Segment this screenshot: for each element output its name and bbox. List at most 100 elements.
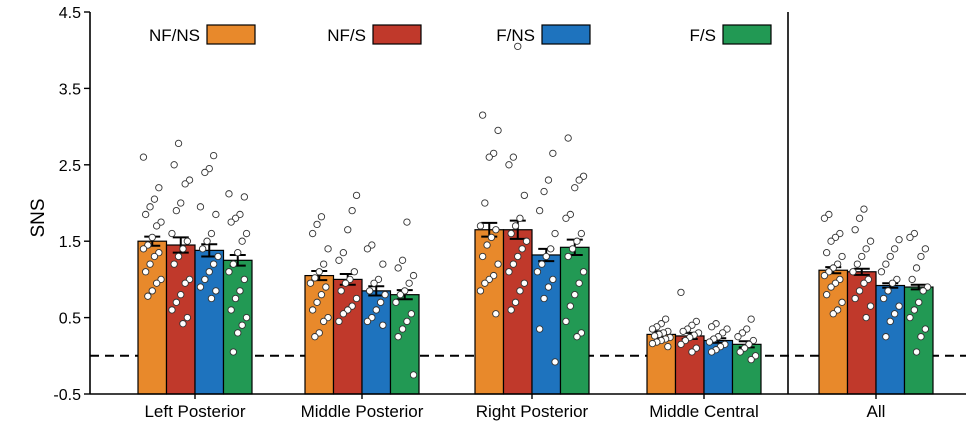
point-3-1-12 (409, 371, 418, 379)
bar-1-0 (165, 244, 196, 395)
point-2-2-2 (540, 187, 548, 196)
point-2-4-11 (886, 317, 894, 326)
data-points (139, 42, 932, 379)
point-0-2-9 (478, 252, 487, 261)
legend-entry-3: F/S (690, 24, 772, 45)
point-3-0-11 (236, 287, 244, 295)
point-3-4-12 (917, 333, 925, 341)
legend-label-0: NF/NS (149, 26, 200, 45)
point-2-2-7 (538, 260, 546, 268)
point-3-2-5 (562, 214, 570, 222)
point-2-0-9 (209, 260, 218, 268)
legend-entry-0: NF/NS (149, 24, 256, 45)
point-2-2-12 (536, 325, 544, 333)
point-2-4-8 (880, 294, 888, 303)
point-0-2-13 (481, 279, 489, 287)
point-2-0-2 (201, 168, 209, 177)
point-0-4-17 (829, 310, 837, 318)
legend-label-3: F/S (690, 26, 716, 45)
point-1-3-0 (677, 288, 685, 297)
point-3-4-5 (908, 275, 916, 284)
bar-2-4 (875, 284, 906, 395)
point-0-2-1 (494, 126, 502, 135)
point-2-4-9 (895, 302, 903, 310)
point-3-0-1 (240, 193, 249, 201)
x-tick-label-1: Middle Posterior (301, 402, 424, 421)
point-0-2-15 (492, 310, 500, 318)
point-1-0-0 (174, 139, 183, 148)
point-2-2-9 (549, 275, 557, 284)
point-3-2-7 (573, 237, 581, 245)
point-2-4-6 (888, 279, 897, 287)
point-3-3-0 (747, 315, 755, 323)
point-0-2-7 (487, 233, 496, 242)
point-3-2-8 (568, 245, 577, 253)
point-3-1-9 (403, 317, 411, 326)
point-3-4-13 (912, 348, 921, 356)
point-3-0-7 (234, 249, 242, 257)
point-0-0-12 (146, 260, 154, 268)
point-0-1-4 (319, 260, 328, 268)
point-1-1-8 (337, 287, 345, 295)
point-1-1-4 (335, 256, 343, 264)
point-1-4-9 (860, 279, 868, 287)
point-3-0-12 (231, 294, 240, 303)
point-2-0-11 (201, 275, 209, 284)
point-1-0-7 (183, 237, 192, 245)
point-3-2-13 (566, 302, 574, 310)
point-0-0-7 (148, 233, 156, 242)
point-3-4-8 (915, 298, 923, 306)
point-3-2-10 (579, 268, 588, 276)
point-3-0-15 (238, 321, 246, 329)
point-3-0-6 (238, 237, 246, 245)
point-3-0-8 (229, 260, 238, 268)
point-2-1-11 (379, 321, 387, 329)
point-2-2-5 (547, 245, 555, 253)
point-0-0-3 (146, 203, 154, 211)
point-0-3-13 (664, 342, 672, 351)
point-1-3-9 (677, 340, 685, 348)
point-0-2-5 (476, 222, 485, 230)
point-0-1-10 (313, 298, 321, 306)
point-3-0-13 (227, 306, 235, 314)
point-0-1-3 (324, 245, 332, 253)
point-1-4-13 (862, 313, 870, 322)
point-2-2-13 (551, 358, 559, 366)
point-3-4-11 (921, 325, 929, 333)
point-2-3-6 (705, 338, 714, 346)
point-1-2-9 (514, 252, 522, 261)
point-1-2-6 (507, 229, 515, 238)
y-axis-title: SNS (28, 198, 49, 237)
point-3-2-11 (575, 279, 583, 287)
point-0-2-6 (492, 226, 500, 234)
point-2-0-10 (205, 268, 213, 276)
point-1-0-4 (177, 199, 185, 207)
bar-0-2 (474, 229, 505, 395)
point-0-0-15 (152, 279, 161, 287)
point-1-2-2 (505, 161, 513, 169)
point-2-1-7 (376, 298, 385, 306)
point-0-3-0 (662, 315, 670, 323)
point-0-0-11 (150, 252, 159, 261)
point-1-4-12 (866, 302, 875, 310)
point-3-1-6 (396, 291, 404, 299)
point-3-2-9 (564, 252, 572, 261)
point-1-0-15 (168, 306, 176, 314)
point-1-1-9 (352, 294, 361, 303)
point-3-0-0 (225, 190, 233, 198)
point-0-1-1 (313, 220, 321, 229)
point-0-0-13 (141, 268, 150, 276)
point-2-1-1 (363, 245, 372, 253)
point-1-1-5 (350, 268, 358, 276)
point-0-4-14 (823, 291, 831, 299)
point-2-2-3 (536, 206, 544, 215)
point-3-0-16 (234, 329, 242, 337)
point-0-2-10 (494, 260, 502, 268)
point-0-0-0 (139, 153, 148, 161)
point-2-2-4 (551, 229, 559, 238)
y-tick-label-4: 0.5 (59, 311, 81, 328)
point-0-1-11 (308, 306, 317, 314)
point-1-2-13 (516, 287, 524, 295)
point-1-4-6 (853, 260, 861, 268)
axes: 4.5 3.5 2.5 1.5 0.5 -0.5 Left Posterior Middle … (53, 5, 966, 421)
